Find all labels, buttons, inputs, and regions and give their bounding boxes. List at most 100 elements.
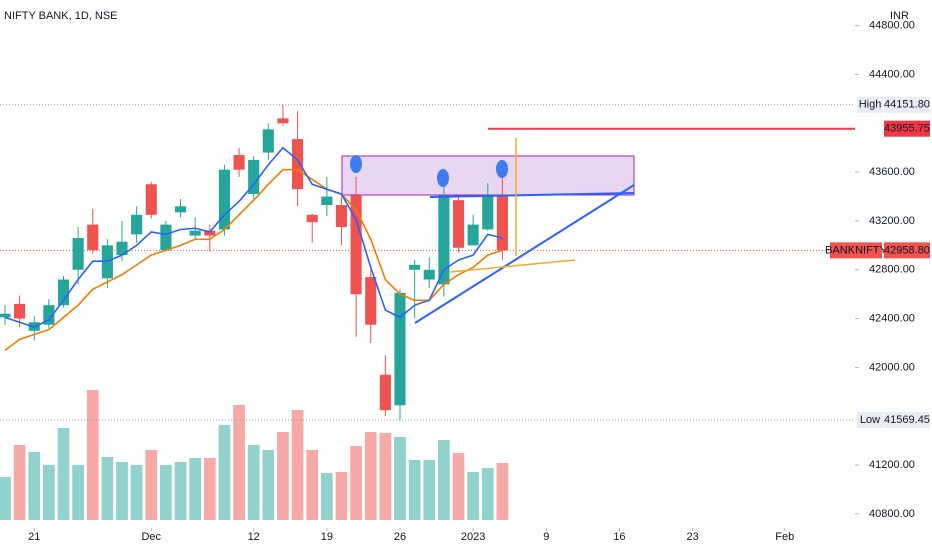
- candle-body: [72, 238, 84, 270]
- volume-bar: [13, 445, 26, 520]
- candle-body: [350, 195, 362, 295]
- volume-bar: [350, 446, 362, 520]
- candle-body: [306, 214, 318, 223]
- candle-body: [131, 214, 143, 235]
- x-tick-label: 19: [321, 531, 333, 543]
- volume-bar: [145, 450, 158, 520]
- candle-body: [292, 139, 304, 190]
- y-tick-label: 42800.00: [869, 264, 915, 276]
- candle-body: [43, 305, 55, 325]
- price-axis: [855, 0, 932, 550]
- volume-bar: [233, 405, 245, 520]
- currency: INR: [890, 10, 909, 22]
- candle-body: [233, 155, 245, 170]
- axes: 40800.00 41200.00 42000.00 42400.00 42800.00…: [28, 20, 930, 543]
- x-tick-label: 9: [543, 531, 549, 543]
- volume-bar: [101, 457, 114, 520]
- volume-bar: [306, 450, 319, 520]
- volume-bar: [364, 432, 377, 520]
- y-tick-label: 42000.00: [869, 361, 915, 373]
- marker: [437, 169, 449, 187]
- volume-bar: [0, 477, 11, 520]
- candle-body: [379, 374, 391, 411]
- low-value: 41569.45: [884, 414, 930, 426]
- volume-bar: [277, 432, 289, 520]
- x-tick-label: 26: [394, 531, 406, 543]
- x-tick-label: 2023: [461, 531, 485, 543]
- candle-body: [262, 129, 274, 153]
- drawings: [350, 138, 635, 324]
- y-tick-label: 43600.00: [869, 166, 915, 178]
- candle-body: [496, 196, 508, 251]
- candle-body: [248, 159, 260, 195]
- candle-body: [145, 184, 157, 215]
- candle-body: [423, 269, 435, 280]
- volume-bar: [467, 472, 479, 520]
- y-tick-label: 44400.00: [869, 68, 915, 80]
- x-tick-label: Feb: [775, 531, 794, 543]
- x-tick-label: 21: [28, 531, 40, 543]
- high-name-box: [857, 96, 883, 113]
- candle-body: [394, 292, 406, 406]
- y-tick-label: 41200.00: [869, 459, 915, 471]
- volume-bar: [379, 433, 392, 520]
- volume-bar: [160, 465, 172, 520]
- level-value: 43955.75: [884, 123, 930, 135]
- x-tick-label: 12: [248, 531, 260, 543]
- volume-bar: [452, 453, 465, 520]
- candle-body: [482, 195, 494, 230]
- candle-body: [204, 230, 216, 236]
- candle-body: [438, 195, 450, 285]
- low-name-box: [857, 411, 883, 428]
- volume-bar: [116, 462, 128, 520]
- slow-ma-line: [4, 168, 503, 351]
- candle-body: [189, 230, 201, 236]
- y-tick-label: 44800.00: [869, 20, 915, 32]
- candle-body: [57, 279, 70, 306]
- volume-bar: [43, 465, 55, 520]
- volume-bar: [394, 437, 406, 520]
- volume-bar: [28, 452, 41, 520]
- volume-bar: [189, 458, 202, 520]
- volume-bar: [438, 440, 450, 520]
- candle-body: [365, 277, 377, 325]
- candle-body: [467, 224, 479, 246]
- plot: [0, 104, 855, 520]
- volume-bar: [130, 465, 143, 520]
- volume-bar: [57, 428, 70, 520]
- candle-body: [14, 303, 26, 319]
- candle-body: [335, 205, 348, 228]
- high-name: High: [859, 99, 882, 111]
- candle-body: [0, 313, 11, 318]
- last-name: BANKNIFTY: [825, 244, 887, 256]
- volume-bar: [408, 460, 421, 520]
- marker: [496, 160, 508, 178]
- last-value-box: [884, 242, 930, 259]
- volume-bar: [320, 473, 333, 520]
- low-name: Low: [860, 414, 880, 426]
- volume-bar: [496, 463, 509, 520]
- candle-body: [87, 224, 99, 251]
- volume-bar: [481, 468, 494, 520]
- trend-line: [449, 259, 576, 273]
- candle-body: [218, 169, 230, 230]
- y-tick-label: 43200.00: [869, 215, 915, 227]
- volume-bar: [247, 445, 260, 520]
- volume-bar: [72, 465, 84, 520]
- volume-bar: [174, 462, 187, 520]
- candle-body: [277, 118, 289, 124]
- x-tick-label: 23: [686, 531, 698, 543]
- level-value-box: [884, 120, 930, 137]
- candle-body: [174, 206, 187, 213]
- volume-bar: [335, 472, 348, 520]
- candle-body: [116, 241, 128, 256]
- chart-title: NIFTY BANK, 1D, NSE: [4, 10, 118, 22]
- y-tick-label: 42400.00: [869, 312, 915, 324]
- high-value-box: [884, 96, 930, 113]
- high-value: 44151.80: [884, 99, 930, 111]
- y-tick-label: 40800.00: [869, 508, 915, 520]
- volume-bar: [203, 458, 216, 520]
- x-tick-label: Dec: [141, 531, 161, 543]
- volume-bar: [218, 425, 231, 520]
